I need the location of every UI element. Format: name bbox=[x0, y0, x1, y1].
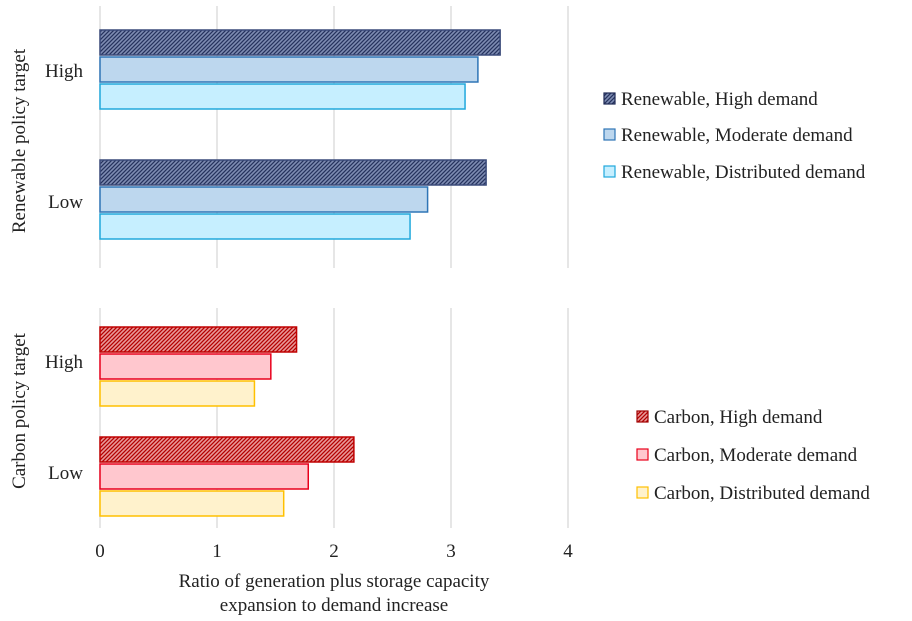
bottom-category-label-high: High bbox=[45, 352, 84, 373]
legend-swatch bbox=[603, 128, 616, 141]
legend-label: Carbon, High demand bbox=[654, 407, 823, 428]
top-category-label-low: Low bbox=[48, 192, 83, 213]
bar bbox=[99, 159, 487, 186]
x-axis-title-line-1: Ratio of generation plus storage capacit… bbox=[179, 571, 490, 592]
x-tick-labels: 0 1 2 3 4 bbox=[95, 541, 573, 562]
legend-label: Carbon, Distributed demand bbox=[654, 483, 870, 504]
bar bbox=[99, 380, 256, 407]
bar bbox=[99, 463, 310, 490]
x-axis-title-line-2: expansion to demand increase bbox=[220, 595, 448, 616]
x-tick-label: 3 bbox=[446, 541, 456, 562]
legend-swatch bbox=[636, 486, 649, 499]
bar bbox=[99, 490, 285, 517]
bar bbox=[99, 436, 355, 463]
bar bbox=[99, 56, 479, 83]
legend-item: Carbon, Moderate demand bbox=[636, 445, 858, 466]
legend-item: Renewable, Moderate demand bbox=[603, 125, 853, 146]
legend-label: Renewable, High demand bbox=[621, 89, 818, 110]
x-tick-label: 2 bbox=[329, 541, 339, 562]
bar bbox=[99, 353, 272, 380]
legend-swatch bbox=[636, 410, 649, 423]
bottom-legend: Carbon, High demand Carbon, Moderate dem… bbox=[636, 407, 870, 504]
x-tick-label: 4 bbox=[563, 541, 573, 562]
bar bbox=[99, 29, 501, 56]
legend-swatch bbox=[603, 165, 616, 178]
top-y-axis-title: Renewable policy target bbox=[9, 48, 30, 233]
x-tick-label: 1 bbox=[212, 541, 222, 562]
legend-swatch bbox=[636, 448, 649, 461]
legend-label: Renewable, Distributed demand bbox=[621, 162, 866, 183]
bar bbox=[99, 186, 429, 213]
bottom-category-label-low: Low bbox=[48, 463, 83, 484]
legend-label: Carbon, Moderate demand bbox=[654, 445, 858, 466]
legend-swatch bbox=[603, 92, 616, 105]
legend-item: Carbon, High demand bbox=[636, 407, 823, 428]
bar bbox=[99, 83, 466, 110]
legend-item: Renewable, High demand bbox=[603, 89, 818, 110]
x-tick-label: 0 bbox=[95, 541, 105, 562]
bottom-y-axis-title: Carbon policy target bbox=[9, 332, 30, 489]
legend-item: Renewable, Distributed demand bbox=[603, 162, 866, 183]
legend-item: Carbon, Distributed demand bbox=[636, 483, 870, 504]
top-legend: Renewable, High demand Renewable, Modera… bbox=[603, 89, 866, 183]
bar bbox=[99, 213, 411, 240]
bars-layer bbox=[99, 29, 501, 517]
legend-label: Renewable, Moderate demand bbox=[621, 125, 853, 146]
bar bbox=[99, 326, 298, 353]
top-category-label-high: High bbox=[45, 61, 84, 82]
